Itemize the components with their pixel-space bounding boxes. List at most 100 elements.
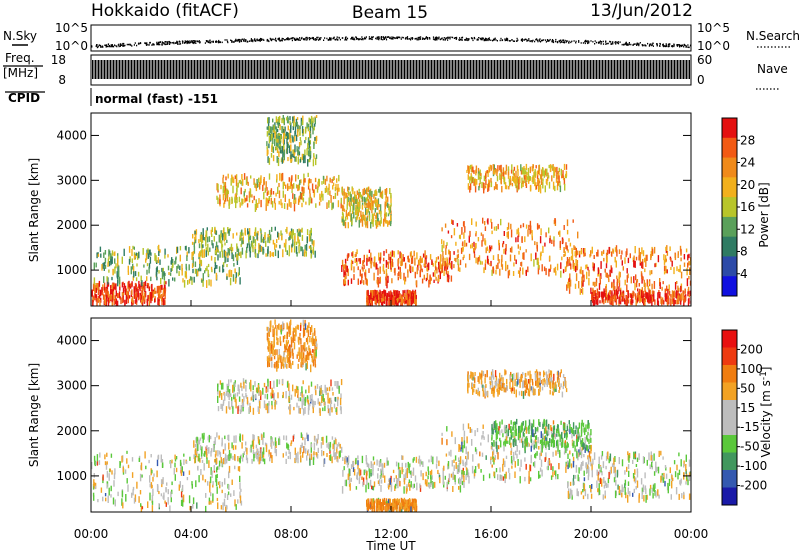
power-cell — [542, 181, 544, 189]
power-cell — [379, 289, 381, 298]
power-cell — [241, 229, 243, 236]
nsky-point — [351, 36, 353, 39]
nsky-point — [439, 38, 441, 41]
power-cell — [150, 298, 152, 304]
nsky-point — [352, 36, 354, 39]
power-cell — [619, 289, 622, 297]
power-cell — [410, 300, 413, 306]
power-cell — [277, 186, 279, 194]
nsky-point — [537, 40, 539, 43]
power-cell — [542, 168, 544, 176]
power-cell — [127, 282, 129, 289]
power-cell — [297, 149, 299, 156]
power-cell — [157, 257, 159, 264]
velocity-cell — [161, 459, 164, 463]
nsky-point — [238, 40, 240, 42]
power-cell — [209, 247, 211, 252]
power-cell — [392, 297, 394, 305]
nsky-point — [392, 36, 395, 39]
nsky-point — [625, 42, 627, 45]
power-cell — [216, 195, 218, 200]
power-cell — [374, 289, 376, 298]
nsky-point — [163, 42, 165, 45]
velocity-cell — [262, 447, 265, 455]
power-cell — [375, 202, 377, 207]
nsky-point — [580, 42, 582, 44]
nsky-point — [364, 36, 366, 39]
power-cell — [517, 227, 520, 234]
power-cell — [288, 145, 291, 154]
power-cell — [388, 221, 390, 225]
velocity-cell — [189, 456, 191, 461]
power-cell — [269, 251, 271, 258]
velocity-cell — [261, 456, 263, 462]
power-cell — [470, 176, 472, 181]
power-cell — [409, 290, 411, 295]
power-cell — [287, 135, 289, 140]
power-cell — [588, 269, 590, 277]
nsky-point — [378, 38, 380, 41]
nsky-point — [334, 38, 336, 41]
power-cell — [248, 236, 251, 240]
power-cell — [507, 222, 510, 230]
velocity-cell — [278, 438, 280, 446]
velocity-cell — [194, 448, 197, 452]
power-cell — [206, 236, 209, 243]
power-cell — [309, 155, 311, 160]
power-cell — [135, 300, 138, 305]
power-cell — [288, 252, 290, 257]
nsky-point — [448, 36, 450, 39]
power-cell — [261, 238, 264, 243]
power-cell — [665, 294, 668, 298]
nsky-point — [447, 37, 449, 39]
power-cell — [389, 188, 391, 195]
power-cell — [267, 122, 270, 127]
power-cell — [268, 235, 271, 244]
power-cell — [117, 279, 119, 287]
nsky-point — [479, 37, 481, 40]
power-cell — [297, 184, 299, 192]
power-cell — [288, 232, 291, 236]
power-cell — [108, 253, 110, 260]
power-cell — [625, 298, 627, 306]
power-cell — [356, 249, 358, 255]
nsky-point — [438, 36, 440, 38]
power-cell — [290, 138, 292, 144]
nsky-point — [464, 39, 466, 41]
power-cell — [366, 279, 368, 286]
nsky-point — [160, 41, 162, 43]
power-cell — [579, 269, 581, 274]
power-cell — [500, 259, 503, 267]
power-cell — [146, 282, 149, 287]
nsky-point — [650, 43, 652, 45]
nsky-point — [474, 37, 476, 40]
power-cell — [290, 151, 292, 159]
power-cell — [635, 256, 638, 261]
power-cell — [520, 182, 523, 189]
power-cell — [114, 298, 117, 305]
nsky-point — [161, 43, 163, 45]
power-cell — [126, 296, 128, 300]
power-cell — [255, 183, 257, 189]
velocity-cell — [334, 452, 336, 460]
nave-label: Nave — [757, 62, 788, 76]
power-cell — [439, 261, 441, 270]
power-cell — [672, 298, 674, 302]
power-cell — [668, 284, 670, 291]
power-cell — [306, 236, 308, 244]
power-cell — [273, 198, 276, 204]
power-cell — [111, 283, 114, 290]
velocity-cell — [104, 461, 107, 466]
power-cell — [517, 235, 519, 243]
velocity-cell — [108, 487, 110, 496]
nsky-point — [356, 38, 358, 40]
power-cell — [283, 118, 285, 126]
power-cell — [301, 153, 304, 161]
velocity-cell — [148, 459, 150, 464]
power-cell — [419, 264, 422, 269]
power-cell — [439, 254, 442, 261]
power-cell — [276, 144, 279, 148]
power-cell — [570, 263, 572, 270]
velocity-cell — [307, 450, 309, 456]
power-cell — [276, 147, 279, 153]
